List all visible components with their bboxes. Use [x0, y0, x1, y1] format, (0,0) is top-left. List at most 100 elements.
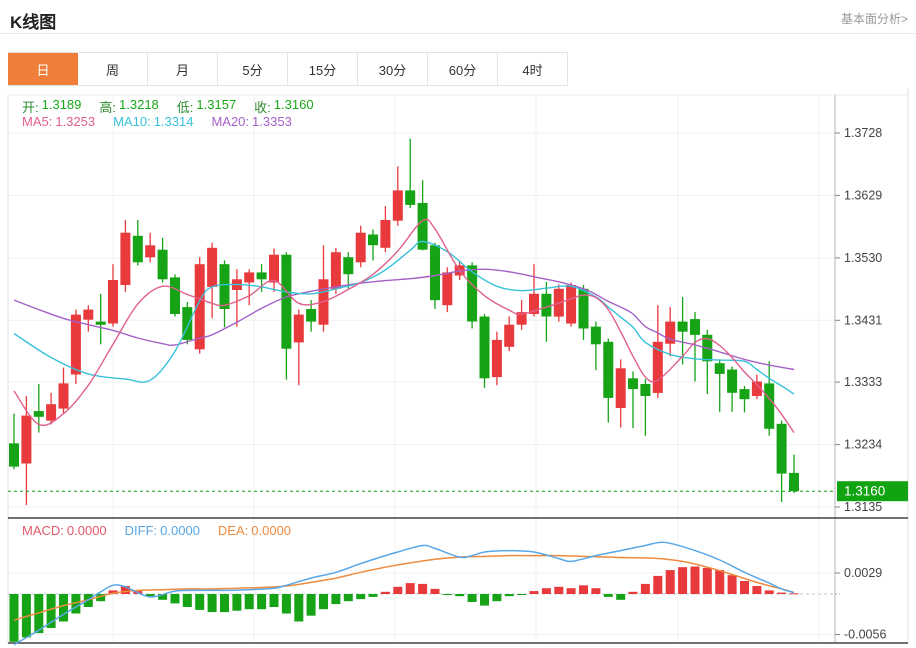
macd-axis-labels: 0.0029 -0.0056 [835, 566, 886, 642]
macd-bar-negative [9, 594, 19, 642]
candle-down [430, 245, 440, 301]
price-tick-label: 1.3135 [844, 500, 882, 514]
candle-down [640, 384, 651, 396]
macd-bar-negative [46, 594, 56, 628]
macd-bar-negative [96, 594, 106, 602]
open-value: 1.3189 [41, 97, 82, 112]
diff-line [13, 541, 795, 646]
macd-bar-negative [145, 594, 155, 597]
macd-bar-positive [702, 567, 712, 594]
macd-bar-negative [71, 594, 81, 614]
macd-panel [8, 541, 835, 646]
macd-bar-negative [306, 594, 316, 616]
ma-readout: MA5: 1.3253 MA10: 1.3314 MA20: 1.3353 [22, 114, 292, 129]
candle-up [392, 190, 403, 221]
tab-period-5[interactable]: 30分 [358, 53, 428, 85]
candle-up [58, 383, 69, 409]
candle-up [615, 368, 626, 408]
ma10-value: 1.3314 [153, 114, 194, 129]
macd-bar-negative [232, 594, 242, 611]
macd-bar-negative [455, 594, 465, 597]
macd-bar-positive [727, 575, 737, 594]
candle-up [491, 339, 502, 378]
low-value: 1.3157 [196, 97, 237, 112]
candle-down [256, 272, 267, 280]
macd-bar-negative [343, 594, 353, 602]
macd-bar-negative [294, 594, 304, 622]
candle-down [628, 378, 638, 389]
macd-bar-negative [59, 594, 68, 622]
macd-bar-positive [430, 588, 440, 594]
candle-down [33, 411, 44, 417]
candle-up [330, 252, 341, 289]
macd-bars [9, 566, 799, 642]
macd-bar-negative [616, 594, 626, 600]
diff-label: DIFF: [124, 523, 158, 538]
macd-bar-negative [182, 594, 192, 607]
candle-down [368, 234, 378, 246]
candle-up [83, 309, 94, 320]
candle-down [343, 257, 354, 275]
candle-down [677, 321, 688, 332]
macd-bar-positive [777, 592, 787, 594]
tab-period-6[interactable]: 60分 [428, 53, 498, 85]
candle-up [70, 314, 81, 375]
tab-period-1[interactable]: 周 [78, 53, 148, 85]
price-tick-label: 1.3530 [844, 251, 882, 265]
candle-down [590, 326, 601, 345]
macd-bar-negative [207, 594, 217, 613]
macd-readout: MACD: 0.0000 DIFF: 0.0000 DEA: 0.0000 [22, 523, 291, 538]
macd-bar-positive [740, 581, 749, 594]
macd-bar-negative [158, 594, 168, 600]
price-tick-label: 1.3728 [844, 126, 882, 140]
macd-bar-negative [220, 594, 229, 613]
candle-up [504, 324, 515, 347]
price-tick-label: 1.3333 [844, 375, 882, 389]
macd-bar-positive [715, 570, 725, 594]
ma10-label: MA10: [113, 114, 151, 129]
tab-period-2[interactable]: 月 [148, 53, 218, 85]
candle-up [194, 264, 205, 350]
macd-bar-positive [529, 591, 539, 594]
candle-down [690, 319, 700, 335]
candle-up [145, 245, 156, 258]
macd-bar-positive [640, 583, 650, 594]
candle-down [727, 369, 738, 393]
macd-bar-positive [554, 586, 564, 594]
candle-up [108, 280, 118, 324]
macd-bar-positive [405, 583, 415, 594]
macd-bar-positive [591, 588, 601, 594]
tab-period-4[interactable]: 15分 [288, 53, 358, 85]
macd-bar-positive [752, 586, 762, 594]
close-label: 收: [254, 100, 271, 115]
ma5-line [13, 218, 795, 433]
tab-period-0[interactable]: 日 [8, 53, 78, 85]
candle-down [789, 472, 799, 492]
candle-up [355, 232, 366, 263]
macd-bar-negative [603, 594, 613, 597]
macd-value: 0.0000 [66, 523, 107, 538]
macd-tick-label: 0.0029 [844, 566, 882, 580]
candle-up [442, 272, 453, 306]
macd-bar-positive [764, 590, 774, 594]
macd-bar-negative [356, 594, 366, 600]
macd-bar-positive [665, 570, 675, 594]
candle-down [281, 254, 292, 349]
tab-period-7[interactable]: 4时 [498, 53, 568, 85]
macd-bar-positive [541, 588, 551, 594]
macd-bar-negative [281, 594, 291, 614]
dea-label: DEA: [217, 523, 249, 538]
macd-bar-negative [480, 594, 489, 606]
candle-down [467, 265, 478, 322]
tab-period-3[interactable]: 5分 [218, 53, 288, 85]
candles-layer [9, 138, 799, 506]
candle-down [541, 293, 552, 317]
candle-up [380, 220, 391, 248]
candle-down [714, 363, 725, 374]
high-label: 高: [99, 100, 117, 115]
fundamental-analysis-link[interactable]: 基本面分析> [840, 12, 908, 26]
macd-bar-negative [244, 594, 254, 610]
macd-bar-negative [331, 594, 341, 605]
macd-bar-negative [368, 594, 378, 597]
